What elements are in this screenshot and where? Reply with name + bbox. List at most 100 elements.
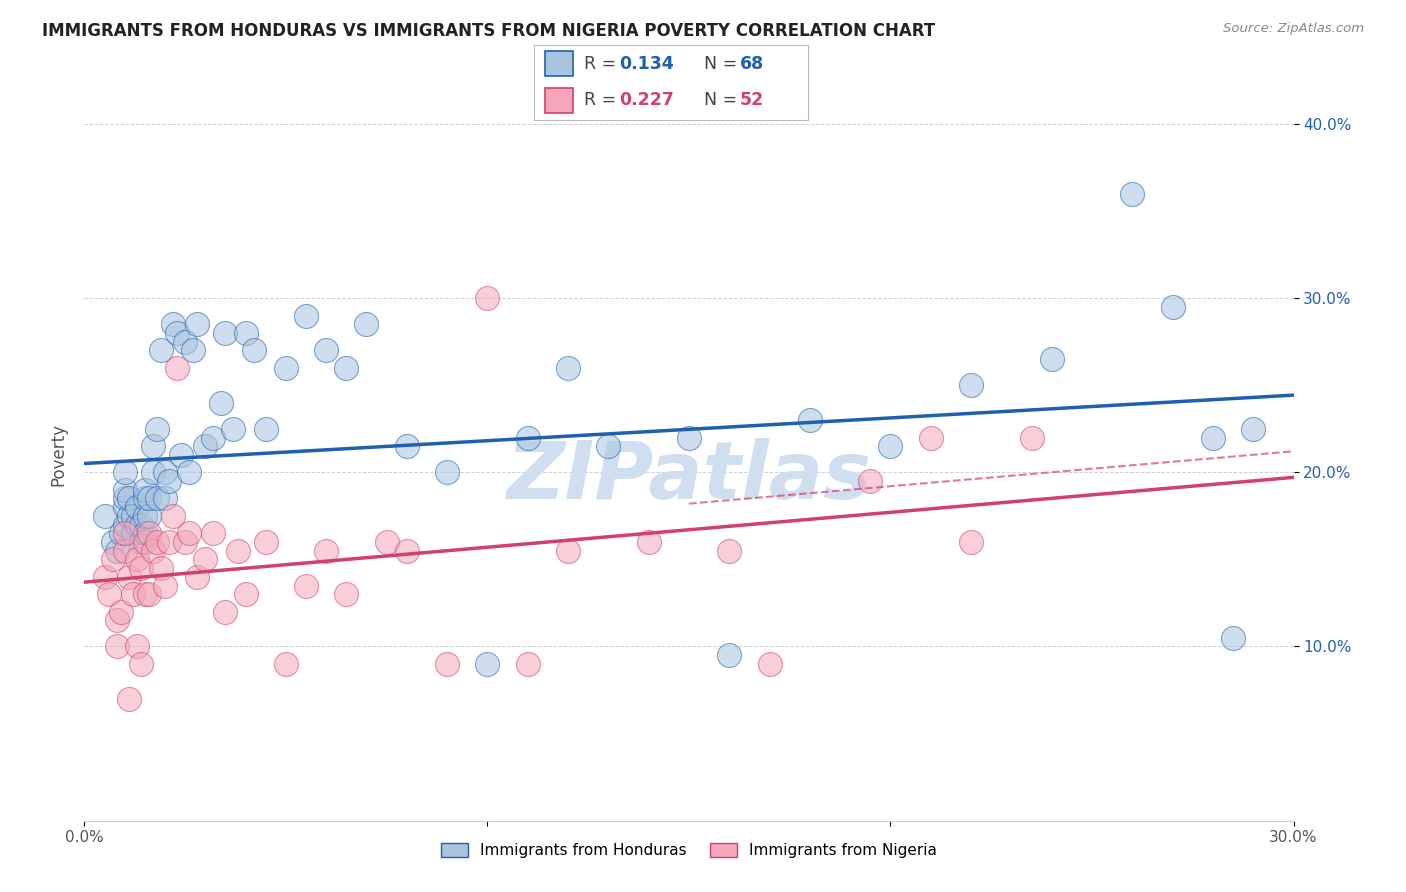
Point (146, 491, 169, 506)
Text: N =: N = (704, 91, 742, 110)
Point (181, 343, 204, 358)
Point (170, 448, 193, 462)
Point (214, 605, 236, 619)
Point (153, 466, 176, 480)
Point (186, 570, 208, 584)
Point (129, 535, 152, 549)
Point (395, 543, 418, 558)
Point (254, 535, 277, 549)
Point (93, 570, 115, 584)
Point (235, 326, 257, 340)
Point (235, 587, 257, 601)
Point (859, 474, 882, 488)
Point (1121, 186, 1143, 201)
Point (97, 587, 120, 601)
Point (118, 570, 141, 584)
Point (799, 413, 821, 427)
Point (157, 535, 180, 549)
Point (226, 543, 249, 558)
Point (315, 543, 337, 558)
Point (295, 578, 318, 592)
Point (114, 466, 136, 480)
Text: N =: N = (704, 55, 742, 73)
Point (202, 430, 225, 444)
Point (101, 535, 124, 549)
Bar (546, 87, 572, 112)
Point (125, 517, 148, 532)
Point (194, 439, 217, 453)
Point (179, 466, 201, 480)
Point (598, 439, 620, 453)
Point (134, 508, 156, 523)
Point (125, 500, 148, 515)
Point (118, 491, 141, 506)
Point (516, 657, 538, 671)
Point (1021, 430, 1043, 444)
Point (149, 343, 172, 358)
Point (920, 430, 942, 444)
Point (477, 657, 499, 671)
Point (179, 526, 201, 541)
Point (162, 318, 184, 332)
Point (477, 291, 499, 305)
Point (114, 500, 136, 515)
Point (142, 543, 165, 558)
Point (110, 526, 132, 541)
Point (121, 508, 143, 523)
Point (637, 535, 659, 549)
Legend: Immigrants from Honduras, Immigrants from Nigeria: Immigrants from Honduras, Immigrants fro… (434, 837, 943, 864)
Point (1040, 352, 1063, 367)
Point (114, 483, 136, 497)
Point (114, 526, 136, 541)
Point (134, 483, 156, 497)
Point (678, 430, 700, 444)
Point (166, 326, 188, 340)
Text: 52: 52 (740, 91, 763, 110)
Text: R =: R = (583, 91, 621, 110)
Point (209, 395, 232, 409)
Point (202, 526, 225, 541)
Point (114, 543, 136, 558)
Point (1202, 430, 1225, 444)
Point (758, 657, 780, 671)
Point (153, 491, 176, 506)
Point (101, 552, 124, 566)
Point (129, 561, 152, 575)
Point (557, 543, 579, 558)
Bar (546, 52, 572, 77)
Point (718, 648, 741, 663)
Point (436, 657, 458, 671)
Point (395, 439, 418, 453)
Point (1161, 300, 1184, 314)
Point (118, 691, 141, 706)
Point (105, 613, 128, 627)
Text: R =: R = (583, 55, 621, 73)
Point (114, 491, 136, 506)
Point (335, 587, 357, 601)
Point (254, 422, 277, 436)
Point (162, 508, 184, 523)
Point (134, 491, 156, 506)
Point (134, 587, 156, 601)
Point (335, 360, 357, 375)
Point (960, 378, 983, 392)
Point (125, 640, 148, 654)
Text: ZIPatlas: ZIPatlas (506, 438, 872, 516)
Point (242, 343, 264, 358)
Point (960, 535, 983, 549)
Point (186, 318, 208, 332)
Point (436, 466, 458, 480)
Point (194, 552, 217, 566)
Point (93, 508, 115, 523)
Point (375, 535, 398, 549)
Text: 0.227: 0.227 (619, 91, 673, 110)
Text: IMMIGRANTS FROM HONDURAS VS IMMIGRANTS FROM NIGERIA POVERTY CORRELATION CHART: IMMIGRANTS FROM HONDURAS VS IMMIGRANTS F… (42, 22, 935, 40)
Point (121, 587, 143, 601)
Point (222, 422, 245, 436)
Point (516, 430, 538, 444)
Point (166, 360, 188, 375)
Point (879, 439, 901, 453)
Point (1222, 631, 1244, 645)
Text: 0.134: 0.134 (619, 55, 673, 73)
Point (718, 543, 741, 558)
